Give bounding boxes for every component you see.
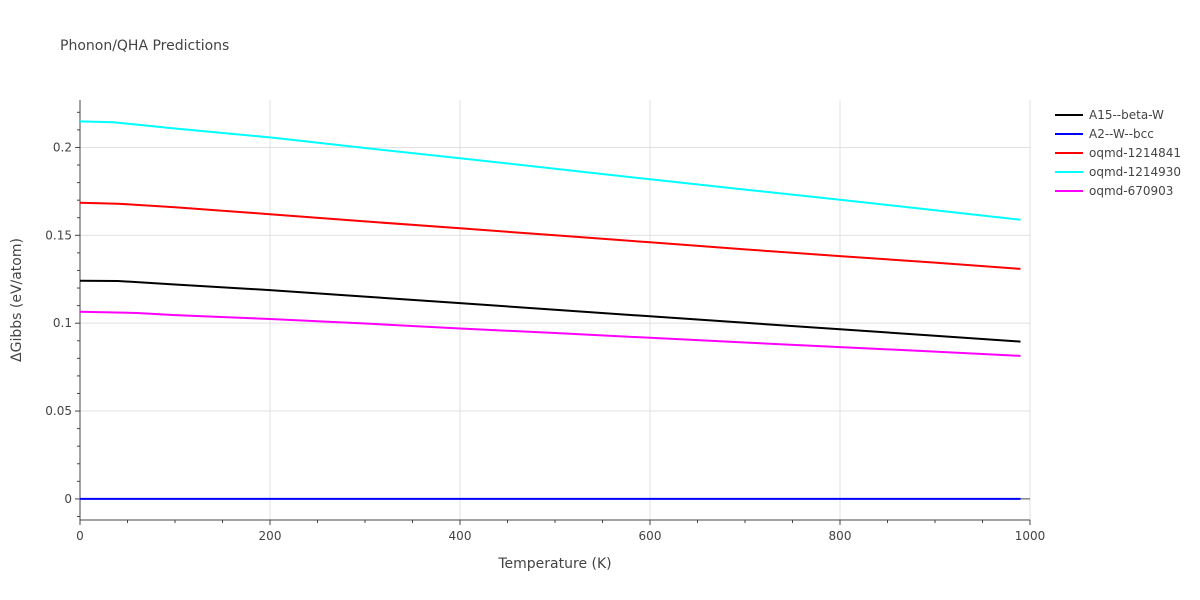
x-tick-label-2: 400 [449,529,472,543]
x-axis: 0 200 400 600 800 1000 [76,520,1045,543]
series-line-A15--beta-W[interactable] [79,279,1021,343]
x-axis-title: Temperature (K) [497,556,611,572]
series-line-oqmd-1214930[interactable] [79,120,1021,221]
x-tick-label-5: 1000 [1015,529,1046,543]
series-group [79,120,1021,500]
legend-label-2: oqmd-1214841 [1089,146,1181,160]
x-tick-label-0: 0 [76,529,84,543]
x-tick-label-1: 200 [259,529,282,543]
legend-item-oqmd-670903[interactable]: oqmd-670903 [1055,184,1173,198]
legend-label-4: oqmd-670903 [1089,184,1173,198]
x-tick-label-4: 800 [829,529,852,543]
legend-label-1: A2--W--bcc [1089,127,1154,141]
y-tick-label-2: 0.1 [53,316,72,330]
legend[interactable]: A15--beta-W A2--W--bcc oqmd-1214841 oqmd-12… [1055,108,1181,198]
y-tick-label-0: 0 [64,492,72,506]
series-line-oqmd-1214841[interactable] [79,201,1021,270]
series-line-oqmd-670903[interactable] [79,310,1021,357]
legend-item-oqmd-1214841[interactable]: oqmd-1214841 [1055,146,1181,160]
legend-item-A2--W--bcc[interactable]: A2--W--bcc [1055,127,1154,141]
x-tick-label-3: 600 [639,529,662,543]
legend-label-0: A15--beta-W [1089,108,1164,122]
chart-title: Phonon/QHA Predictions [60,38,229,54]
legend-item-A15--beta-W[interactable]: A15--beta-W [1055,108,1164,122]
y-axis: 0 0.05 0.1 0.15 0.2 [45,111,80,517]
y-axis-title: ΔGibbs (eV/atom) [9,238,25,362]
y-tick-label-3: 0.15 [45,228,72,242]
legend-item-oqmd-1214930[interactable]: oqmd-1214930 [1055,165,1181,179]
legend-label-3: oqmd-1214930 [1089,165,1181,179]
grid [80,100,1031,520]
y-tick-label-4: 0.2 [53,140,72,154]
y-tick-label-1: 0.05 [45,404,72,418]
